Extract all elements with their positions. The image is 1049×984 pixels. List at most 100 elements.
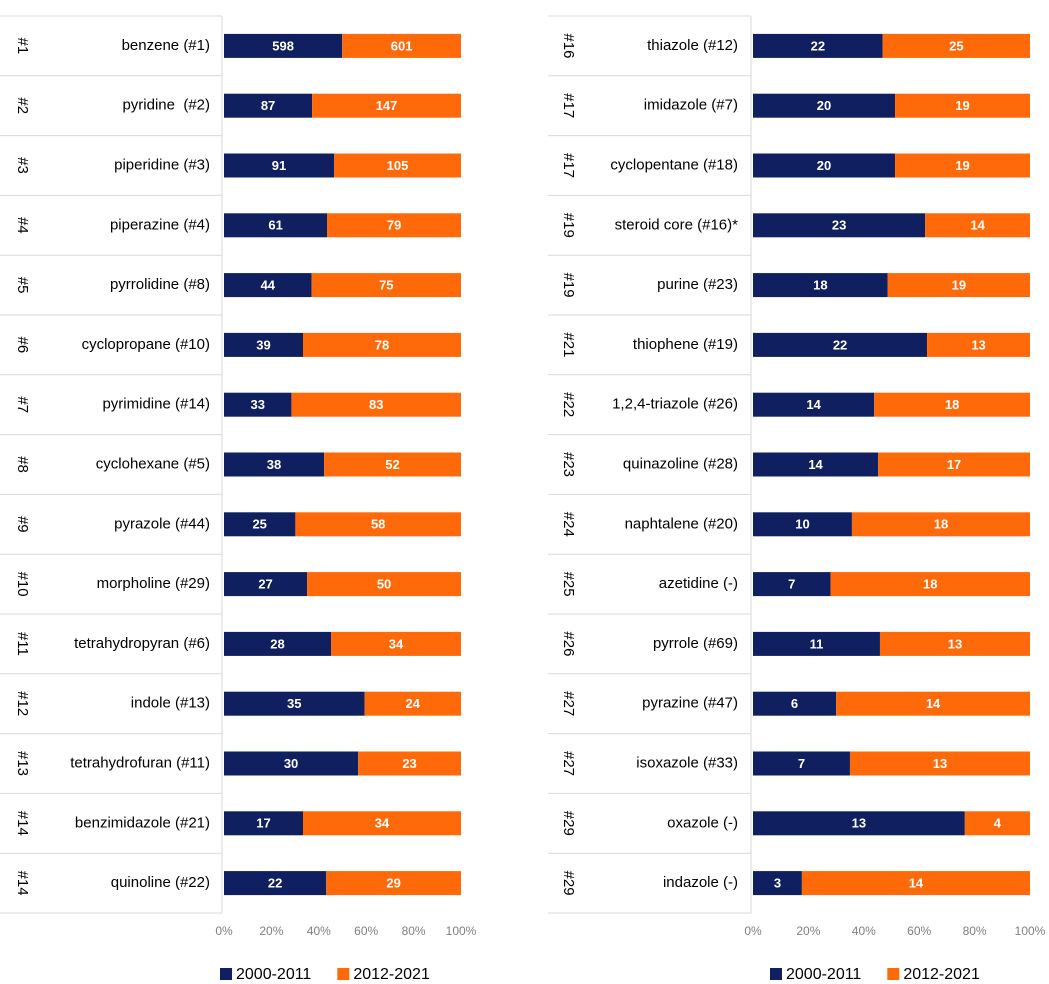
bar-segment	[224, 631, 332, 656]
data-label: 3	[774, 876, 781, 891]
rank-label: #7	[14, 396, 31, 413]
category-label: cyclohexane (#5)	[96, 455, 210, 472]
data-label: 11	[810, 636, 824, 651]
data-label: 14	[926, 696, 941, 711]
rank-label: #21	[560, 332, 577, 357]
bar-segment	[849, 751, 1030, 776]
data-label: 33	[250, 397, 264, 412]
bar-segment	[753, 631, 880, 656]
rank-label: #14	[14, 811, 31, 836]
bar-segment	[753, 871, 802, 896]
data-label: 7	[788, 577, 795, 592]
data-label: 34	[375, 816, 390, 831]
data-label: 19	[955, 158, 969, 173]
data-label: 6	[791, 696, 798, 711]
legend-label: 2012-2021	[903, 966, 980, 983]
bar-segment	[295, 512, 461, 537]
data-label: 22	[811, 38, 825, 53]
data-label: 10	[795, 517, 809, 532]
bar-segment	[224, 751, 359, 776]
rank-label: #26	[560, 631, 577, 656]
data-label: 20	[817, 158, 831, 173]
bar-segment	[878, 452, 1030, 477]
bar-segment	[312, 93, 461, 118]
data-label: 601	[391, 38, 413, 53]
data-label: 14	[909, 876, 924, 891]
bar-segment	[753, 33, 883, 58]
data-label: 4	[994, 816, 1002, 831]
bar-segment	[224, 273, 312, 298]
data-label: 29	[386, 876, 400, 891]
category-label: tetrahydrofuran (#11)	[70, 754, 210, 771]
data-label: 17	[256, 816, 270, 831]
data-label: 19	[952, 278, 966, 293]
x-tick-label: 40%	[852, 924, 876, 938]
bar-segment	[224, 691, 365, 716]
bar-segment	[753, 332, 928, 357]
category-label: pyrazole (#44)	[114, 515, 210, 532]
rank-label: #14	[14, 871, 31, 896]
data-label: 22	[268, 876, 282, 891]
rank-label: #9	[14, 516, 31, 533]
data-label: 105	[387, 158, 409, 173]
data-label: 35	[287, 696, 301, 711]
data-label: 25	[949, 38, 963, 53]
x-tick-label: 80%	[402, 924, 426, 938]
bar-segment	[342, 33, 461, 58]
data-label: 25	[252, 517, 266, 532]
rank-label: #11	[14, 632, 31, 656]
x-tick-label: 40%	[307, 924, 331, 938]
bar-segment	[307, 572, 461, 597]
category-label: pyridine (#2)	[122, 97, 210, 114]
rank-label: #10	[14, 572, 31, 597]
bar-segment	[887, 273, 1030, 298]
rank-label: #19	[560, 273, 577, 298]
bar-segment	[224, 213, 328, 238]
bar-segment	[303, 811, 461, 836]
rank-label: #29	[560, 811, 577, 836]
bar-segment	[882, 33, 1030, 58]
data-label: 28	[270, 636, 284, 651]
category-label: quinoline (#22)	[111, 874, 210, 891]
bar-segment	[331, 631, 461, 656]
category-label: quinazoline (#28)	[623, 455, 738, 472]
rank-label: #27	[560, 691, 577, 716]
bar-segment	[964, 811, 1030, 836]
data-label: 91	[272, 158, 286, 173]
data-label: 7	[798, 756, 805, 771]
rank-label: #24	[560, 512, 577, 537]
x-tick-label: 20%	[796, 924, 820, 938]
bar-segment	[364, 691, 461, 716]
category-label: cyclopropane (#10)	[82, 336, 210, 353]
rank-label: #23	[560, 452, 577, 477]
x-tick-label: 80%	[963, 924, 987, 938]
legend-swatch	[337, 968, 350, 980]
data-label: 17	[947, 457, 961, 472]
bar-segment	[224, 871, 327, 896]
category-label: indole (#13)	[131, 695, 210, 712]
bar-segment	[224, 332, 303, 357]
bar-segment	[753, 213, 926, 238]
data-label: 13	[852, 816, 866, 831]
bar-segment	[224, 33, 343, 58]
category-label: steroid core (#16)*	[615, 216, 739, 233]
legend-label: 2012-2021	[353, 966, 430, 983]
rank-label: #6	[14, 337, 31, 354]
bar-segment	[224, 811, 303, 836]
bar-segment	[326, 871, 461, 896]
legend-label: 2000-2011	[236, 966, 311, 983]
rank-label: #12	[14, 691, 31, 716]
bar-segment	[925, 213, 1030, 238]
bar-segment	[753, 452, 879, 477]
data-label: 39	[256, 337, 270, 352]
data-label: 23	[402, 756, 416, 771]
bar-segment	[224, 572, 308, 597]
data-label: 44	[261, 278, 276, 293]
data-label: 27	[258, 577, 272, 592]
data-label: 19	[955, 98, 969, 113]
legend-swatch	[220, 968, 232, 980]
category-label: piperazine (#4)	[110, 216, 210, 233]
data-label: 50	[377, 577, 391, 592]
data-label: 14	[808, 457, 823, 472]
x-tick-label: 100%	[446, 924, 477, 938]
